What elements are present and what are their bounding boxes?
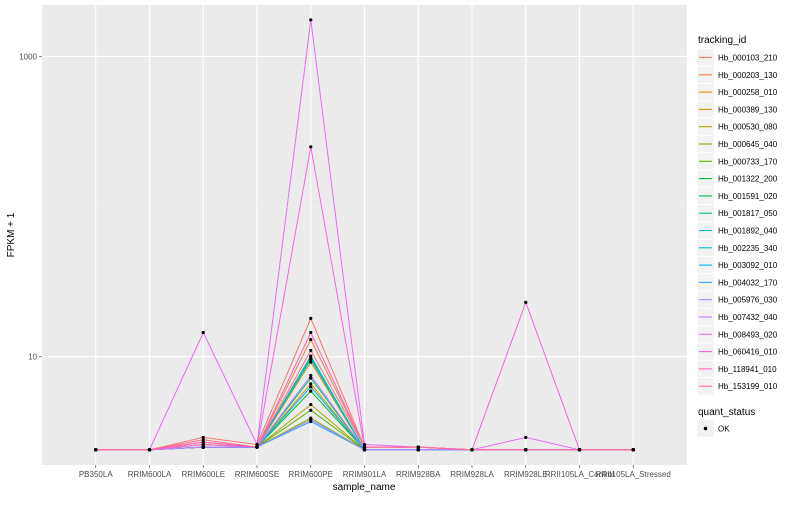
data-point: [309, 330, 313, 335]
legend-label: Hb_000389_130: [718, 105, 778, 114]
data-point: [309, 360, 313, 364]
legend-label: Hb_003092_010: [718, 261, 778, 270]
data-point: [309, 145, 313, 149]
data-point: [309, 18, 313, 22]
legend-title: tracking_id: [698, 35, 746, 46]
data-point: [201, 438, 205, 442]
legend2-key-point: [703, 426, 708, 431]
data-point: [577, 448, 582, 452]
data-point: [255, 445, 259, 449]
x-tick-label: RRIM928BA: [396, 470, 441, 479]
legend-label: Hb_000645_040: [718, 140, 778, 149]
data-point: [147, 448, 152, 452]
legend-label: Hb_118941_010: [718, 365, 777, 374]
legend-label: Hb_000530_080: [718, 123, 778, 132]
data-point: [309, 418, 313, 422]
data-point: [309, 382, 313, 386]
x-tick-label: RRIM600SE: [235, 470, 279, 479]
data-point: [524, 300, 528, 304]
data-point: [309, 376, 313, 380]
data-point: [362, 445, 367, 449]
data-point: [94, 448, 98, 452]
legend-label: Hb_000103_210: [718, 54, 778, 63]
data-point: [416, 448, 420, 452]
x-tick-label: RRII105LA_Control: [545, 470, 615, 479]
x-tick-label: PB350LA: [79, 470, 113, 479]
data-point: [524, 435, 528, 440]
data-point: [309, 348, 313, 353]
data-point: [309, 373, 313, 378]
data-point: [362, 448, 367, 452]
legend-label: Hb_001892_040: [718, 227, 778, 236]
grid-major: [42, 5, 687, 465]
x-axis: PB350LA RRIM600LA RRIM600LE RRIM600SE RRIM60…: [79, 465, 671, 479]
legend2-label: OK: [718, 425, 730, 434]
x-tick-label: RRIM928LE: [504, 470, 548, 479]
data-points: [94, 18, 635, 452]
x-axis-title: sample_name: [333, 482, 396, 493]
data-point: [416, 445, 420, 449]
legend-quant-status: quant_status OK: [696, 407, 755, 438]
data-point: [309, 385, 313, 389]
legend-label: Hb_000258_010: [718, 88, 778, 97]
legend-label: Hb_002235_340: [718, 244, 778, 253]
legend-label: Hb_008493_020: [718, 330, 778, 339]
legend-label: Hb_001817_050: [718, 209, 778, 218]
legend2-title: quant_status: [698, 407, 755, 418]
data-point: [524, 448, 528, 452]
data-point: [309, 408, 313, 412]
legend-label: Hb_000733_170: [718, 157, 778, 166]
y-tick-label: 1000: [19, 52, 37, 61]
data-point: [362, 442, 367, 447]
legend-label: Hb_153199_010: [718, 382, 778, 391]
data-point: [309, 316, 313, 320]
data-point: [309, 337, 313, 342]
legend-label: Hb_000203_130: [718, 71, 778, 80]
y-tick-label: 10: [28, 353, 37, 362]
legend-label: Hb_001591_020: [718, 192, 778, 201]
x-tick-label: RRIM901LA: [343, 470, 387, 479]
data-point: [201, 330, 205, 335]
x-tick-label: RRII105LA_Stressed: [596, 470, 671, 479]
data-point: [309, 357, 313, 361]
data-point: [201, 440, 205, 444]
legend-label: Hb_004032_170: [718, 278, 778, 287]
y-axis: 10 1000: [19, 52, 42, 362]
legend-label: Hb_060416_010: [718, 348, 778, 357]
legend-label: Hb_005976_030: [718, 296, 778, 305]
y-axis-title: FPKM + 1: [6, 212, 17, 257]
data-point: [309, 402, 313, 407]
data-point: [255, 442, 259, 447]
data-point: [470, 448, 474, 452]
data-point: [309, 389, 313, 393]
data-point: [201, 445, 205, 449]
x-tick-label: RRIM600LE: [181, 470, 225, 479]
data-point: [631, 448, 635, 452]
data-point: [201, 442, 205, 447]
x-tick-label: RRIM600PE: [289, 470, 333, 479]
x-tick-label: RRIM600LA: [128, 470, 172, 479]
legend-label: Hb_007432_040: [718, 313, 778, 322]
x-tick-label: RRIM928LA: [450, 470, 494, 479]
legend-label: Hb_001322_200: [718, 175, 778, 184]
data-point: [201, 435, 205, 440]
legend-tracking-id: tracking_id Hb_000103_210 Hb_000203_130 Hb…: [696, 35, 778, 396]
